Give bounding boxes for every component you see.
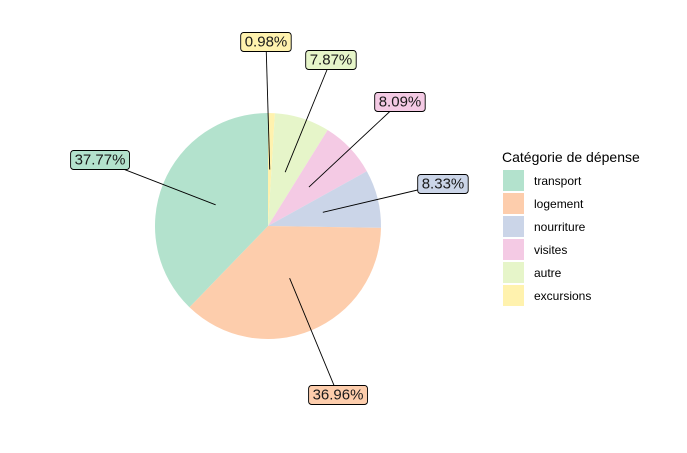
legend-label: logement <box>534 197 584 211</box>
legend-label: autre <box>534 266 562 280</box>
data-label-text: 8.09% <box>379 94 422 111</box>
legend-key <box>503 216 524 237</box>
data-label-text: 37.77% <box>75 152 126 169</box>
pie-slice-excursions <box>268 112 275 226</box>
legend-key <box>503 262 524 283</box>
leader-line-excursions <box>265 41 271 170</box>
legend-key <box>503 285 524 306</box>
pie-slice-nourriture <box>268 171 381 228</box>
data-label-text: 8.33% <box>422 176 465 193</box>
data-label-autre: 7.87% <box>305 50 357 70</box>
legend-label: excursions <box>534 289 591 303</box>
legend-item-logement: logement <box>503 193 584 214</box>
pie-slice-logement <box>189 226 381 340</box>
pie-slice-transport <box>154 113 268 308</box>
data-label-nourriture: 8.33% <box>417 174 469 194</box>
leader-line-visites <box>308 101 401 188</box>
legend: Catégorie de dépense transport logement no… <box>502 149 640 306</box>
data-label-excursions: 0.98% <box>240 32 292 52</box>
data-label-logement: 36.96% <box>308 385 368 405</box>
legend-label: visites <box>534 243 567 257</box>
leader-line-logement <box>289 278 339 396</box>
data-label-visites: 8.09% <box>374 92 426 112</box>
legend-item-transport: transport <box>503 170 582 191</box>
legend-key <box>503 170 524 191</box>
pie-slice-visites <box>268 130 367 226</box>
legend-label: transport <box>534 174 582 188</box>
data-labels: 0.98% 7.87% 8.09% 8.33% 36.96% 37.77% <box>70 32 469 405</box>
legend-item-autre: autre <box>503 262 562 283</box>
leader-line-autre <box>284 59 332 173</box>
legend-key <box>503 239 524 260</box>
data-label-text: 7.87% <box>310 52 353 69</box>
data-label-box <box>374 92 426 112</box>
legend-title: Catégorie de dépense <box>502 149 640 165</box>
data-label-transport: 37.77% <box>70 150 130 170</box>
data-label-box <box>240 32 292 52</box>
legend-key <box>503 193 524 214</box>
data-label-box <box>308 385 368 405</box>
legend-label: nourriture <box>534 220 586 234</box>
data-label-text: 36.96% <box>313 387 364 404</box>
pie-slices <box>154 112 381 340</box>
data-label-box <box>70 150 130 170</box>
data-label-box <box>305 50 357 70</box>
data-label-text: 0.98% <box>245 34 288 51</box>
legend-item-visites: visites <box>503 239 567 260</box>
legend-item-nourriture: nourriture <box>503 216 586 237</box>
pie-slice-autre <box>268 113 328 226</box>
data-label-box <box>417 174 469 194</box>
legend-item-excursions: excursions <box>503 285 591 306</box>
